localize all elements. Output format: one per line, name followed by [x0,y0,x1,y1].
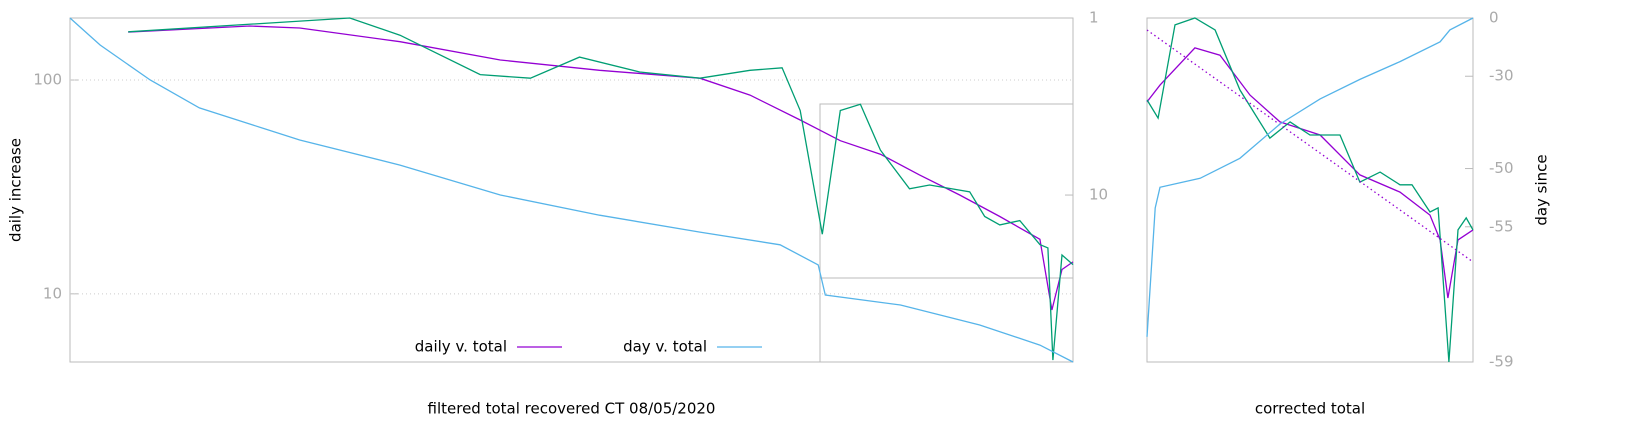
y2-tick-label: -55 [1489,217,1514,235]
series-line [128,17,1074,361]
series-line [1146,17,1474,337]
y2-tick-label: 10 [1089,186,1108,204]
inset-frame [819,103,1074,363]
y-axis-label: daily increase [7,138,25,242]
legend-label: daily v. total [415,338,507,356]
y-tick-label: 10 [43,284,62,302]
plot-frame [69,17,1074,363]
x-axis-label: corrected total [1255,400,1365,418]
series-line [128,25,1074,311]
legend-label: day v. total [623,338,707,356]
series-line [69,17,1074,363]
series-line [1146,47,1474,299]
y2-tick-label: -59 [1489,353,1514,371]
series-line [1146,17,1474,363]
y2-axis-label: day since [1533,154,1551,225]
series-line [1146,29,1474,263]
y2-tick-label: -50 [1489,159,1514,177]
y2-tick-label: 1 [1089,9,1099,27]
y2-tick-label: -30 [1489,67,1514,85]
plot-frame [1146,17,1474,363]
x-axis-label: filtered total recovered CT 08/05/2020 [428,400,716,418]
y-tick-label: 100 [33,71,62,89]
y2-tick-label: 0 [1489,9,1499,27]
